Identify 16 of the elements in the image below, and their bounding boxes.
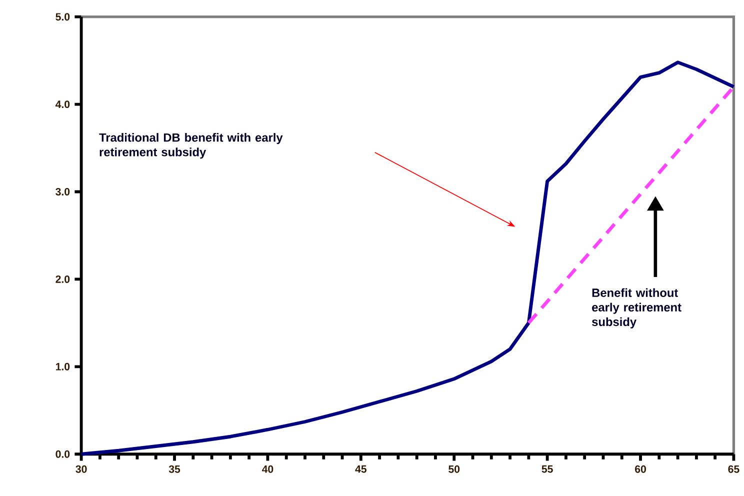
y-tick-label: 2.0 (56, 276, 70, 284)
y-tick-label: 0.0 (56, 450, 70, 458)
x-tick-label: 60 (635, 466, 646, 473)
x-tick-label: 55 (542, 466, 553, 473)
x-tick-label: 35 (168, 466, 180, 474)
x-tick-label: 45 (355, 466, 366, 473)
y-tick-label: 1.0 (56, 363, 70, 371)
x-tick-label: 30 (76, 466, 87, 474)
x-tick-label: 40 (262, 466, 274, 473)
y-tick-label: 4.0 (55, 100, 70, 108)
y-tick-label: 5.0 (56, 13, 70, 21)
x-tick-label: 50 (448, 466, 460, 473)
annotation: Traditional DB benefit with early retirement subsidy (99, 133, 283, 159)
y-tick-label: 3.0 (56, 188, 70, 196)
annotation: Benefit without early retirement subsidy (592, 288, 682, 329)
x-tick-label: 65 (728, 466, 740, 473)
